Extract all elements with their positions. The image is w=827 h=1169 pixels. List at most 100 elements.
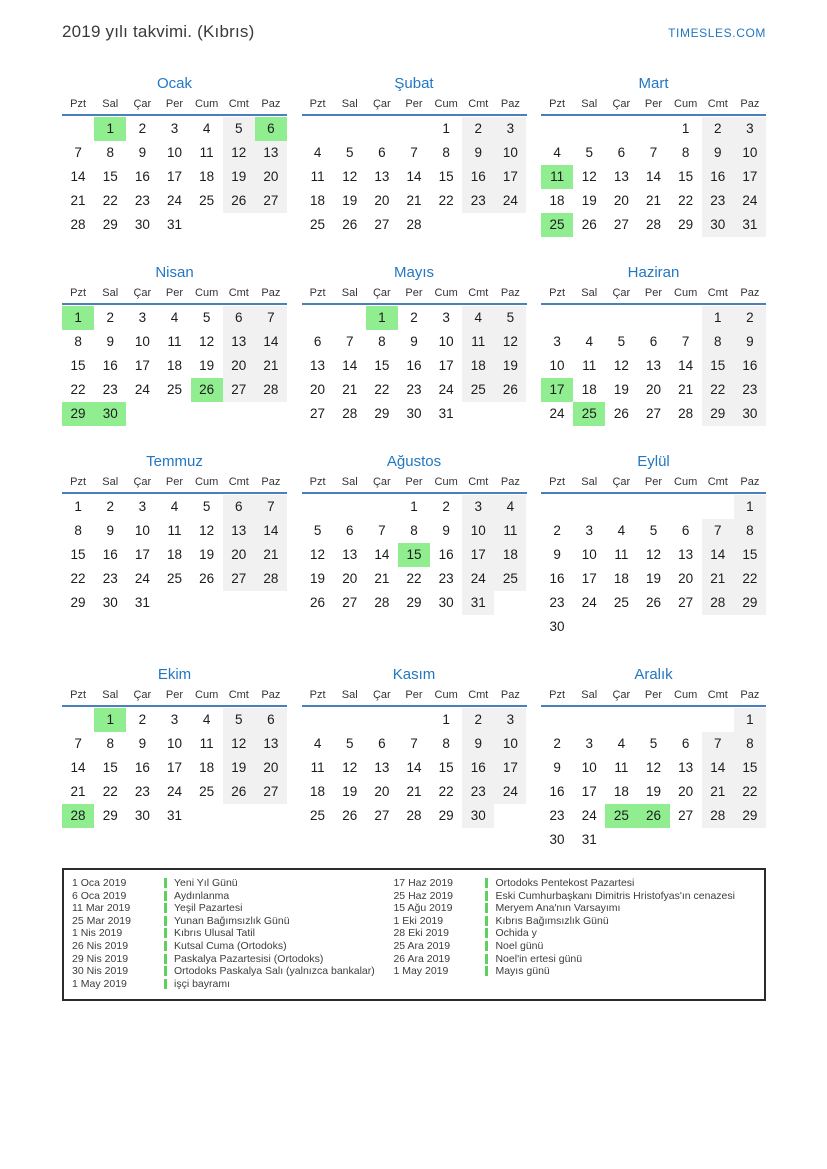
weekday-label: Paz: [500, 98, 520, 110]
day-cell: 10: [134, 523, 150, 538]
weekday-header: Pzt Sal Çar Per Cum Cmt Paz: [541, 687, 766, 707]
day-cell: 10: [494, 141, 527, 165]
empty-cell: [398, 708, 430, 732]
day-cell: 26: [342, 808, 358, 823]
weekday-label: Cmt: [468, 98, 489, 110]
day-cell: 1: [442, 712, 450, 727]
holiday-legend: 1 Oca 2019 Yeni Yıl Günü 6 Oca 2019 Aydınla…: [62, 868, 766, 1002]
day-cell: 8: [681, 145, 690, 160]
holiday-day-cell: 1: [94, 708, 127, 732]
empty-cell: [541, 708, 573, 732]
day-cell: 24: [166, 193, 182, 208]
day-cell: 9: [462, 141, 495, 165]
day-cell: 25: [166, 382, 182, 397]
day-cell: 26: [222, 189, 255, 213]
day-cell: 24: [438, 382, 454, 397]
weekday-label: Sal: [102, 98, 119, 110]
day-cell: 16: [701, 165, 734, 189]
day-cell: 23: [549, 595, 565, 610]
day-cell: 22: [733, 567, 766, 591]
legend-label: Mayıs günü: [495, 965, 550, 978]
day-cell: 23: [701, 189, 734, 213]
day-cell: 29: [678, 217, 694, 232]
month-title: Şubat: [394, 75, 434, 92]
day-cell: 31: [462, 591, 495, 615]
day-cell: 11: [199, 145, 214, 160]
weekday-label: Pzt: [70, 98, 87, 110]
weekday-label: Cmt: [228, 476, 249, 488]
legend-date: 25 Haz 2019: [393, 889, 454, 902]
day-cell: 28: [406, 808, 422, 823]
day-cell: 7: [74, 145, 82, 160]
empty-cell: [702, 708, 734, 732]
holiday-day-cell: 25: [541, 213, 574, 237]
day-cell: 25: [166, 571, 182, 586]
day-cell: 5: [202, 310, 211, 325]
day-cell: 14: [70, 169, 86, 184]
day-cell: 20: [222, 354, 255, 378]
day-cell: 4: [617, 736, 626, 751]
weekday-label: Cum: [434, 476, 458, 488]
day-cell: 9: [106, 523, 114, 538]
day-cell: 8: [442, 145, 450, 160]
holiday-marker-bar: [164, 953, 167, 964]
weekday-label: Cum: [434, 689, 458, 701]
day-cell: 3: [494, 117, 527, 141]
day-cell: 4: [553, 145, 561, 160]
day-cell: 18: [310, 784, 326, 799]
day-cell: 6: [617, 145, 626, 160]
day-cell: 5: [222, 117, 255, 141]
month-title: Nisan: [155, 264, 194, 281]
days-grid: 1 2 3 4 5 6 7 8 9 10 11 12 13 14 15 16 17 18 19 20 21 22 23 24 2…: [302, 306, 527, 426]
day-cell: 10: [494, 732, 527, 756]
day-cell: 1: [701, 306, 734, 330]
day-cell: 22: [406, 571, 422, 586]
day-cell: 10: [438, 334, 454, 349]
day-cell: 30: [462, 804, 495, 828]
weekday-label: Per: [165, 98, 184, 110]
month-title: Aralık: [634, 666, 673, 683]
day-cell: 29: [406, 595, 422, 610]
weekday-label: Çar: [133, 287, 152, 299]
legend-date: 26 Ara 2019: [393, 952, 451, 965]
day-cell: 21: [701, 780, 734, 804]
legend-date: 6 Oca 2019: [72, 889, 127, 902]
day-cell: 29: [733, 804, 766, 828]
day-cell: 20: [678, 784, 694, 799]
day-cell: 29: [70, 595, 86, 610]
day-cell: 16: [549, 571, 565, 586]
day-cell: 27: [374, 217, 390, 232]
day-cell: 16: [462, 165, 495, 189]
day-cell: 1: [733, 708, 766, 732]
day-cell: 7: [701, 732, 734, 756]
site-link[interactable]: TIMESLES.COM: [668, 26, 766, 40]
day-cell: 26: [581, 217, 597, 232]
day-cell: 19: [645, 784, 661, 799]
day-cell: 3: [462, 495, 495, 519]
weekday-label: Pzt: [70, 287, 87, 299]
day-cell: 28: [701, 591, 734, 615]
empty-cell: [605, 495, 637, 519]
day-cell: 25: [462, 378, 495, 402]
legend-entry: 25 Mar 2019 Yunan Bağımsızlık Günü: [72, 915, 393, 928]
legend-date: 1 May 2019: [72, 977, 127, 990]
day-cell: 5: [345, 145, 354, 160]
weekday-label: Pzt: [309, 98, 326, 110]
day-cell: 13: [678, 760, 694, 775]
day-cell: 19: [222, 756, 255, 780]
day-cell: 6: [681, 736, 690, 751]
weekday-label: Çar: [372, 476, 391, 488]
day-cell: 23: [733, 378, 766, 402]
empty-cell: [605, 306, 637, 330]
weekday-label: Sal: [341, 689, 358, 701]
day-cell: 3: [138, 310, 147, 325]
day-cell: 30: [134, 808, 150, 823]
day-cell: 5: [202, 499, 211, 514]
day-cell: 4: [202, 712, 211, 727]
day-cell: 13: [310, 358, 326, 373]
day-cell: 1: [410, 499, 418, 514]
day-cell: 6: [649, 334, 658, 349]
weekday-label: Çar: [133, 98, 152, 110]
weekday-label: Per: [405, 98, 423, 110]
weekday-label: Cum: [674, 287, 698, 299]
